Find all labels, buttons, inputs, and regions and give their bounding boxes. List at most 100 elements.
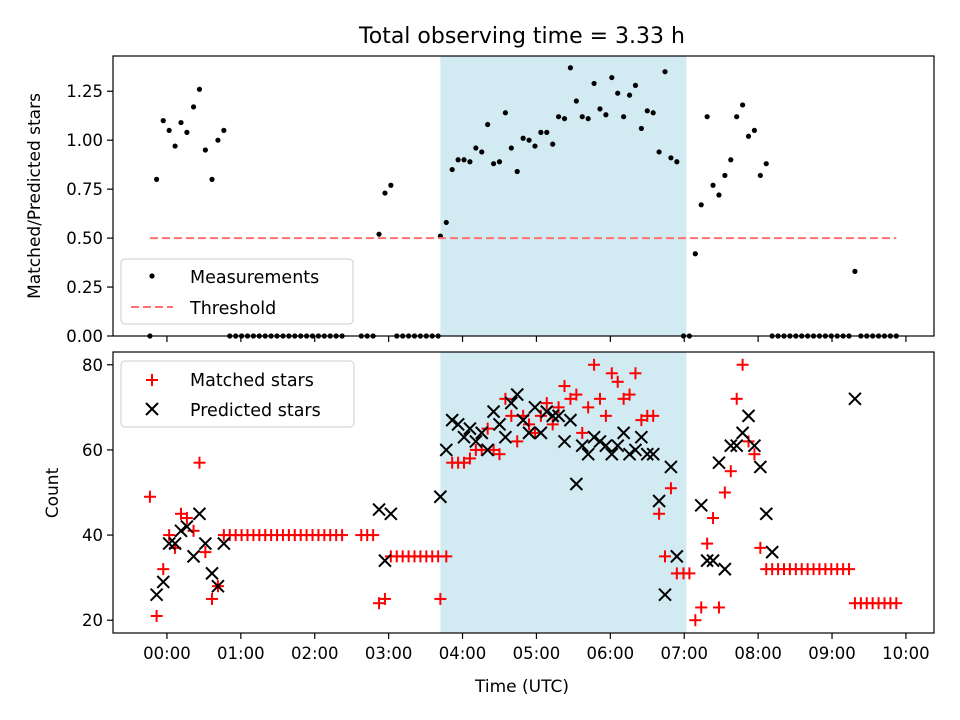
predicted-star-point [718,562,732,576]
matched-star-point [736,358,749,371]
measurement-point [502,110,508,116]
measurement-point [609,74,615,81]
predicted-star-point [599,438,613,453]
predicted-star-point [593,434,607,449]
matched-star-point [623,388,636,401]
measurement-point [455,157,461,163]
bottom-y-axis-label: Count [43,467,63,518]
measurement-point [662,69,668,75]
measurement-point [674,159,680,165]
measurement-point [603,112,609,118]
predicted-star-point [439,443,453,457]
top-legend-box [120,258,354,325]
matched-star-point [143,490,156,503]
predicted-star-point [724,438,738,453]
y-tick-label: 40 [82,526,103,545]
predicted-star-point [581,447,595,461]
matched-star-point [570,388,583,401]
matched-star-point [206,592,219,605]
predicted-star-point [694,498,708,512]
matched-star-point [558,380,571,393]
matched-star-point [689,614,702,627]
predicted-star-point [384,507,398,521]
top-panel: 0.00 0.25 0.50 0.75 1.00 1.25 Matched/Predict… [25,55,935,346]
measurement-point [514,168,520,175]
measurement-point [196,86,203,92]
matched-star-point [647,409,660,422]
predicted-star-point [516,413,530,427]
predicted-star-point [540,404,554,419]
predicted-star-point [628,443,643,457]
chart-title: Total observing time = 3.33 h [358,24,685,49]
measurement-point [221,127,227,134]
predicted-star-point [753,460,768,474]
x-tick-label: 10:00 [882,644,930,663]
measurement-point [479,149,485,155]
measurement-point [745,133,752,139]
measurement-point [638,125,644,132]
predicted-star-point [616,426,631,440]
measurement-point [728,157,734,163]
predicted-star-point [741,409,756,423]
matched-star-point [754,541,767,554]
predicted-star-point [545,409,560,423]
measurement-point [178,119,184,126]
matched-star-point [193,456,206,469]
x-tick-label: 06:00 [587,644,635,663]
measurement-point [763,161,769,167]
predicted-star-point [217,536,231,551]
predicted-star-point [156,575,170,589]
predicted-star-point [587,430,601,444]
y-tick-label: 0.75 [66,180,103,199]
measurement-point [597,106,603,112]
matched-star-point [605,367,618,380]
predicted-star-point [646,447,660,461]
matched-star-point [463,452,476,465]
matched-star-point [336,529,349,542]
measurement-point [532,143,538,149]
x-tick-label: 07:00 [660,644,708,663]
predicted-star-point [174,524,188,538]
y-tick-label: 0.00 [66,327,103,346]
measurement-point [626,92,633,98]
measurement-point [668,155,674,161]
predicted-star-point [504,396,519,410]
predicted-star-point [528,400,542,415]
matched-star-point [742,435,755,448]
predicted-star-point [198,536,213,551]
predicted-star-point [463,421,477,436]
measurement-point [443,219,449,226]
measurement-point [704,114,710,120]
legend-threshold-label: Threshold [189,299,276,319]
predicted-star-point [765,545,779,559]
matched-star-point [664,482,677,495]
predicted-star-point [469,434,483,449]
matched-star-point [653,507,666,520]
top-y-axis-label: Matched/Predicted stars [25,93,45,299]
matched-star-point [707,512,720,525]
legend-predicted-label: Predicted stars [190,401,321,421]
measurement-point [722,172,728,179]
measurement-point [567,65,574,71]
measurement-point [740,102,746,108]
measurement-point [556,114,562,120]
predicted-star-point [451,417,465,432]
matched-star-point [701,537,714,550]
measurement-point [656,149,662,155]
measurement-point [467,159,473,165]
measurement-point [573,98,579,104]
legend-matched-label: Matched stars [190,371,314,391]
matched-star-point [199,546,212,559]
y-tick-label: 1.25 [66,82,103,101]
matched-star-point [724,465,737,478]
bottom-legend-box [120,360,355,428]
measurement-point [461,157,467,163]
predicted-star-point [480,443,495,457]
measurement-point [615,90,621,96]
predicted-star-point [534,426,548,440]
matched-star-point [718,486,731,499]
predicted-star-point [486,404,501,419]
measurement-point [710,182,716,188]
predicted-star-point [457,430,471,444]
matched-star-point [523,418,536,431]
